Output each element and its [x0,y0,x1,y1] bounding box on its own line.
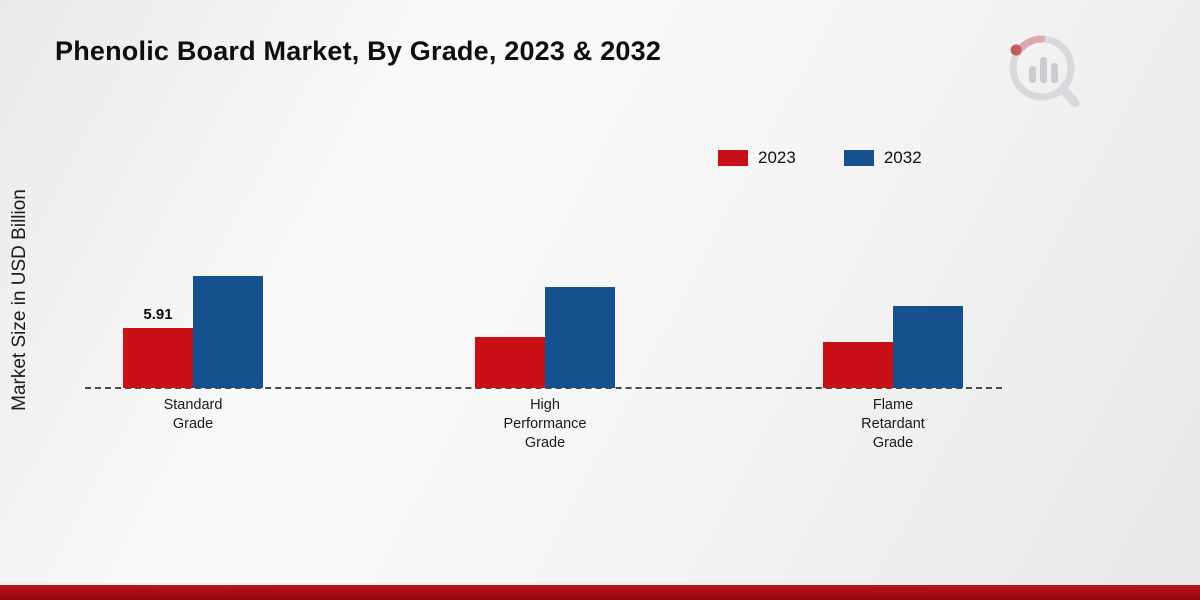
chart-title: Phenolic Board Market, By Grade, 2023 & … [55,36,662,66]
bar-2023-category-1 [475,337,545,388]
bar-2023-category-0 [123,328,193,388]
legend-item-2032: 2032 [843,148,922,168]
legend: 2023 2032 [718,148,922,168]
bar-2032-category-1 [545,287,615,388]
brand-logo-icon [1009,35,1080,108]
category-label: Standard Grade [163,397,223,432]
bar-value-label: 5.91 [143,306,173,323]
category-label: Flame Retardant Grade [861,397,925,451]
legend-label-2032: 2032 [883,148,922,167]
bar-2032-category-2 [893,306,963,388]
legend-item-2023: 2023 [718,148,796,168]
legend-swatch-2023 [718,150,748,166]
legend-swatch-2032 [843,150,874,166]
x-axis-baseline [85,387,1002,389]
category-label: High Performance Grade [503,397,587,451]
footer-accent-band [0,585,1200,600]
bar-2032-category-0 [193,276,263,388]
legend-label-2023: 2023 [758,148,796,167]
bar-2023-category-2 [823,342,893,388]
